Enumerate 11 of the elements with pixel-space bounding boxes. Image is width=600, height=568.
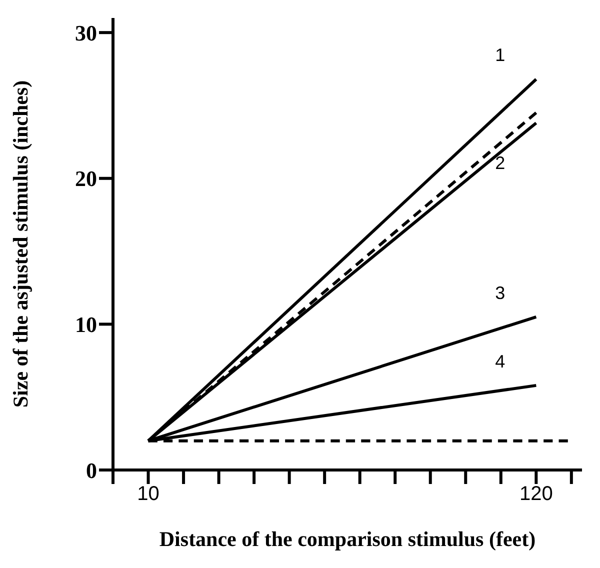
- y-tick-label: 10: [75, 312, 97, 338]
- series-label: 3: [495, 282, 506, 303]
- y-tick-label: 20: [75, 166, 97, 192]
- series-label: 2: [495, 152, 506, 173]
- x-axis-title: Distance of the comparison stimulus (feet): [159, 527, 536, 551]
- series-label: 4: [495, 351, 506, 372]
- series-label: 1: [495, 45, 506, 66]
- y-axis-title: Size of the asjusted stimulus (inches): [8, 80, 32, 408]
- y-tick-label: 0: [86, 458, 97, 483]
- x-tick-label: 120: [519, 483, 553, 506]
- y-tick-label: 30: [75, 20, 97, 46]
